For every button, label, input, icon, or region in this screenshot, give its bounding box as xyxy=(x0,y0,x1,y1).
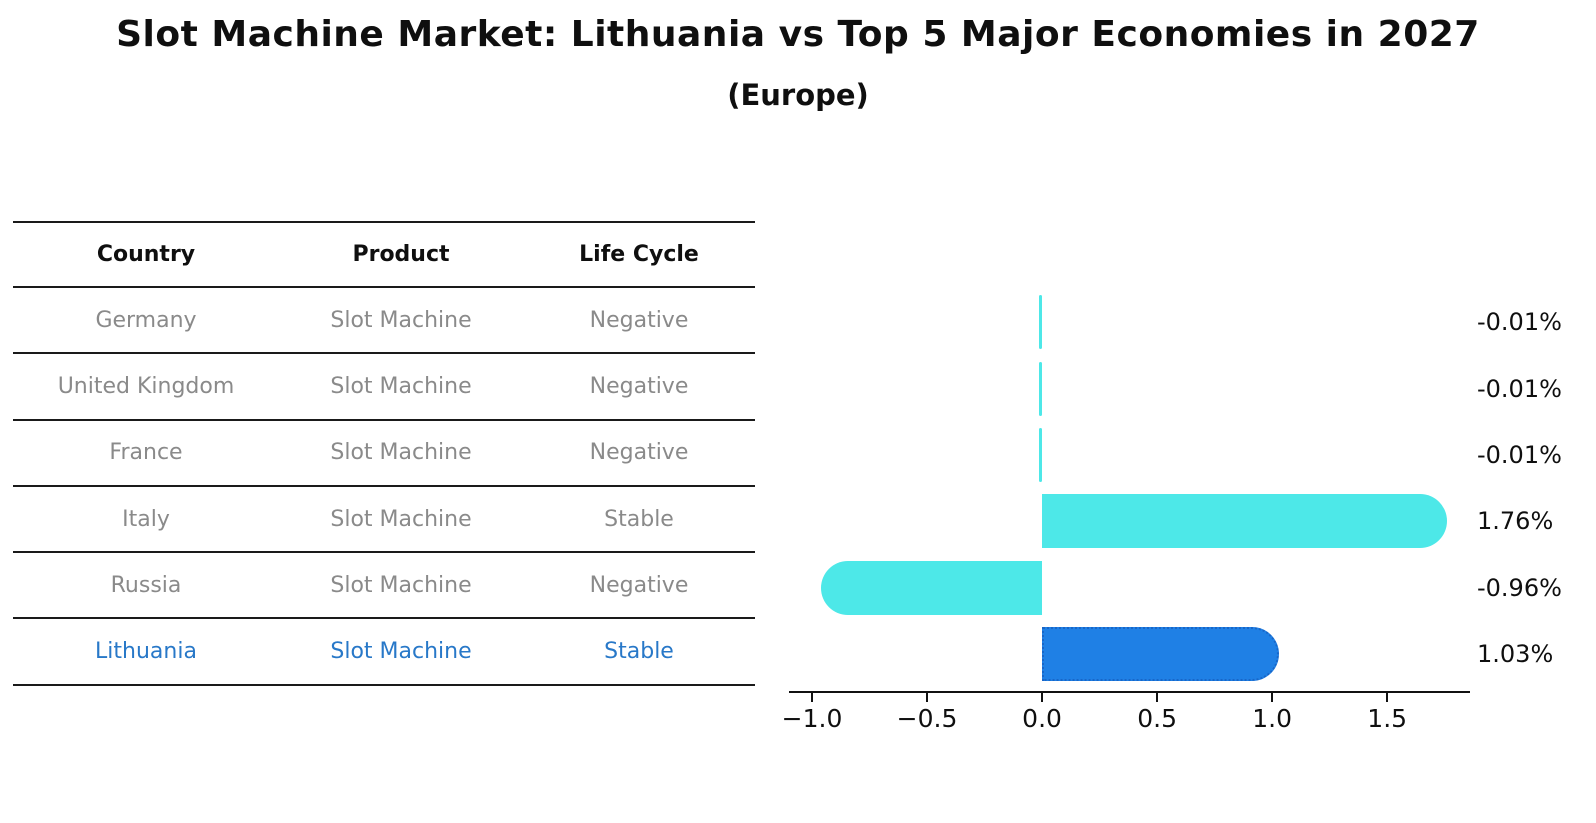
table-row: Russia Slot Machine Negative xyxy=(13,553,755,620)
x-axis-tick-label: −0.5 xyxy=(896,704,958,733)
country-table: Country Product Life Cycle Germany Slot … xyxy=(13,221,755,686)
bar-united-kingdom xyxy=(1039,361,1043,416)
value-label-united-kingdom: -0.01% xyxy=(1477,374,1562,403)
x-axis-tick-label: 0.0 xyxy=(1022,704,1062,733)
bar-lithuania xyxy=(1042,626,1280,681)
x-axis-line xyxy=(789,691,1470,693)
cell-life-cycle: Stable xyxy=(604,639,674,665)
cell-country: Germany xyxy=(95,307,197,333)
table-row: Italy Slot Machine Stable xyxy=(13,487,755,554)
header-product: Product xyxy=(352,242,450,267)
x-axis-tick-label: 1.0 xyxy=(1252,704,1293,733)
x-axis-tick xyxy=(1386,693,1389,702)
cell-life-cycle: Negative xyxy=(589,572,689,598)
cell-life-cycle: Negative xyxy=(589,307,689,333)
x-axis-tick xyxy=(1041,693,1044,702)
x-axis-tick xyxy=(811,693,813,702)
chart-subtitle: (Europe) xyxy=(727,78,869,112)
cell-life-cycle: Stable xyxy=(604,506,674,532)
table-header-row: Country Product Life Cycle xyxy=(13,221,755,288)
x-axis-tick-label: −1.0 xyxy=(781,704,843,733)
cell-product: Slot Machine xyxy=(330,572,472,598)
cell-country: Russia xyxy=(110,572,182,598)
cell-product: Slot Machine xyxy=(330,639,472,665)
cell-life-cycle: Negative xyxy=(589,373,689,399)
cell-product: Slot Machine xyxy=(330,307,472,333)
bar-germany xyxy=(1039,295,1043,350)
cell-product: Slot Machine xyxy=(330,373,472,399)
cell-product: Slot Machine xyxy=(330,440,472,466)
x-axis-tick xyxy=(1271,693,1274,702)
table-row: Germany Slot Machine Negative xyxy=(13,288,755,355)
x-axis-tick xyxy=(926,693,929,702)
x-axis-tick xyxy=(1156,693,1159,702)
bar-france xyxy=(1039,427,1043,482)
value-label-lithuania: 1.03% xyxy=(1477,639,1554,668)
cell-country: United Kingdom xyxy=(57,373,235,399)
x-axis-tick-label: 0.5 xyxy=(1137,704,1177,733)
bar-italy xyxy=(1042,494,1447,549)
table-row-lithuania: Lithuania Slot Machine Stable xyxy=(13,619,755,686)
cell-country: France xyxy=(109,440,183,466)
header-life-cycle: Life Cycle xyxy=(579,242,699,267)
table-row: France Slot Machine Negative xyxy=(13,421,755,487)
value-label-france: -0.01% xyxy=(1477,440,1562,469)
value-label-russia: -0.96% xyxy=(1477,573,1562,602)
bar-chart: −1.0 −0.5 0.0 0.5 1.0 1.5 -0.01% -0.01% -0.01% 1.… xyxy=(782,289,1562,733)
bar-russia xyxy=(821,560,1043,615)
value-label-germany: -0.01% xyxy=(1477,308,1562,337)
cell-life-cycle: Negative xyxy=(589,440,689,466)
header-country: Country xyxy=(96,242,196,267)
table-row: United Kingdom Slot Machine Negative xyxy=(13,354,755,421)
cell-country: Italy xyxy=(122,506,170,532)
value-label-italy: 1.76% xyxy=(1477,507,1554,536)
chart-title: Slot Machine Market: Lithuania vs Top 5 … xyxy=(116,14,1480,55)
cell-product: Slot Machine xyxy=(330,506,472,532)
cell-country: Lithuania xyxy=(95,639,197,665)
x-axis-tick-label: 1.5 xyxy=(1367,704,1408,733)
